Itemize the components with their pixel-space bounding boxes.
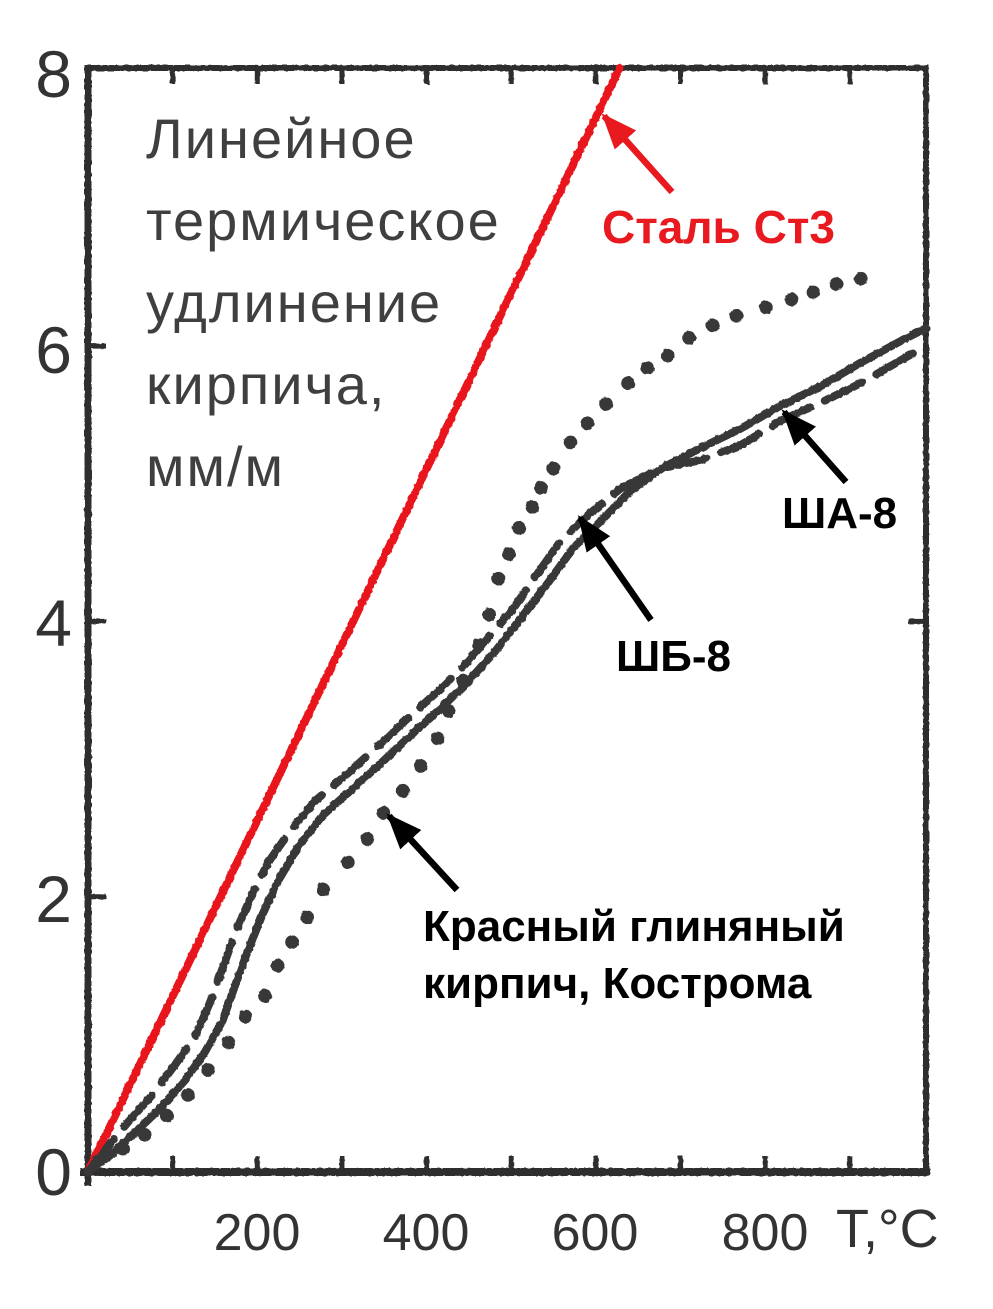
x-tick-label-200: 200 bbox=[214, 1204, 301, 1262]
data-dot bbox=[341, 855, 355, 870]
data-dot bbox=[759, 300, 773, 315]
steel-label: Сталь Ст3 bbox=[602, 201, 835, 253]
data-dot bbox=[360, 832, 375, 846]
data-dot bbox=[238, 1009, 253, 1024]
data-dot bbox=[181, 1088, 195, 1102]
plot-title-line-2: термическое bbox=[146, 189, 501, 252]
series-group bbox=[84, 64, 930, 1176]
data-dot bbox=[413, 759, 428, 773]
data-dot bbox=[115, 1141, 130, 1156]
y-tick-label-0: 0 bbox=[35, 1135, 72, 1209]
x-tick-label-400: 400 bbox=[383, 1204, 470, 1262]
data-dot bbox=[441, 704, 456, 718]
steel-label-arrow bbox=[601, 113, 675, 195]
data-dot bbox=[456, 673, 470, 688]
data-dot bbox=[729, 309, 744, 323]
data-dot bbox=[159, 1108, 174, 1123]
data-dot bbox=[580, 416, 595, 431]
data-dot bbox=[482, 607, 497, 622]
data-dot bbox=[300, 910, 315, 925]
data-dot bbox=[491, 571, 506, 586]
data-dot bbox=[258, 989, 272, 1003]
data-dot bbox=[854, 271, 868, 286]
data-dot bbox=[534, 481, 548, 495]
shb8-label: ШБ-8 bbox=[616, 632, 731, 681]
plot-title-line-5: мм/м bbox=[146, 435, 285, 498]
data-dot bbox=[563, 435, 578, 450]
data-dot bbox=[705, 318, 720, 333]
data-dot bbox=[784, 292, 799, 307]
y-tick-label-6: 6 bbox=[35, 313, 72, 387]
data-dot bbox=[682, 331, 696, 345]
data-dot bbox=[512, 521, 526, 535]
x-tick-label-600: 600 bbox=[552, 1204, 639, 1262]
plot-frame-group bbox=[80, 65, 930, 1186]
data-dot bbox=[640, 361, 655, 375]
data-dot bbox=[201, 1063, 215, 1077]
data-dot bbox=[621, 376, 635, 391]
data-dot bbox=[806, 285, 821, 300]
series-dotted-3 bbox=[115, 271, 868, 1156]
x-axis-unit-label: T,°C bbox=[836, 1199, 939, 1259]
plot-title-line-1: Линейное bbox=[146, 107, 417, 170]
data-dot bbox=[472, 638, 486, 652]
data-dot bbox=[430, 731, 445, 746]
sha8-label: ША-8 bbox=[782, 489, 897, 538]
data-dot bbox=[829, 277, 844, 291]
sha8-label-arrow bbox=[781, 409, 849, 485]
data-dot bbox=[661, 348, 675, 363]
data-dot bbox=[221, 1035, 236, 1050]
data-dot bbox=[396, 783, 410, 798]
data-dot bbox=[270, 958, 285, 973]
series-steel-0 bbox=[84, 64, 624, 1176]
shb8-label-arrow bbox=[577, 515, 654, 622]
y-tick-label-8: 8 bbox=[35, 37, 72, 111]
data-dot bbox=[285, 935, 299, 949]
data-dot bbox=[599, 397, 613, 411]
data-dot bbox=[525, 500, 540, 514]
annotation-arrows-group bbox=[386, 113, 849, 893]
data-dot bbox=[501, 547, 516, 561]
brick-label-line2: кирпич, Кострома bbox=[423, 959, 812, 1008]
plot-title-line-4: кирпича, bbox=[146, 353, 386, 416]
data-dot bbox=[316, 883, 331, 897]
series-dashed-2 bbox=[84, 342, 930, 1176]
y-tick-label-2: 2 bbox=[35, 862, 72, 936]
brick-label-arrow bbox=[386, 813, 460, 893]
plot-title-line-3: удлинение bbox=[146, 271, 442, 334]
brick-label-line1: Красный глиняный bbox=[423, 902, 845, 951]
y-tick-label-4: 4 bbox=[35, 586, 72, 660]
data-dot bbox=[546, 461, 561, 476]
data-dot bbox=[137, 1128, 152, 1142]
x-tick-label-800: 800 bbox=[722, 1204, 809, 1262]
series-solid-1 bbox=[84, 324, 930, 1176]
